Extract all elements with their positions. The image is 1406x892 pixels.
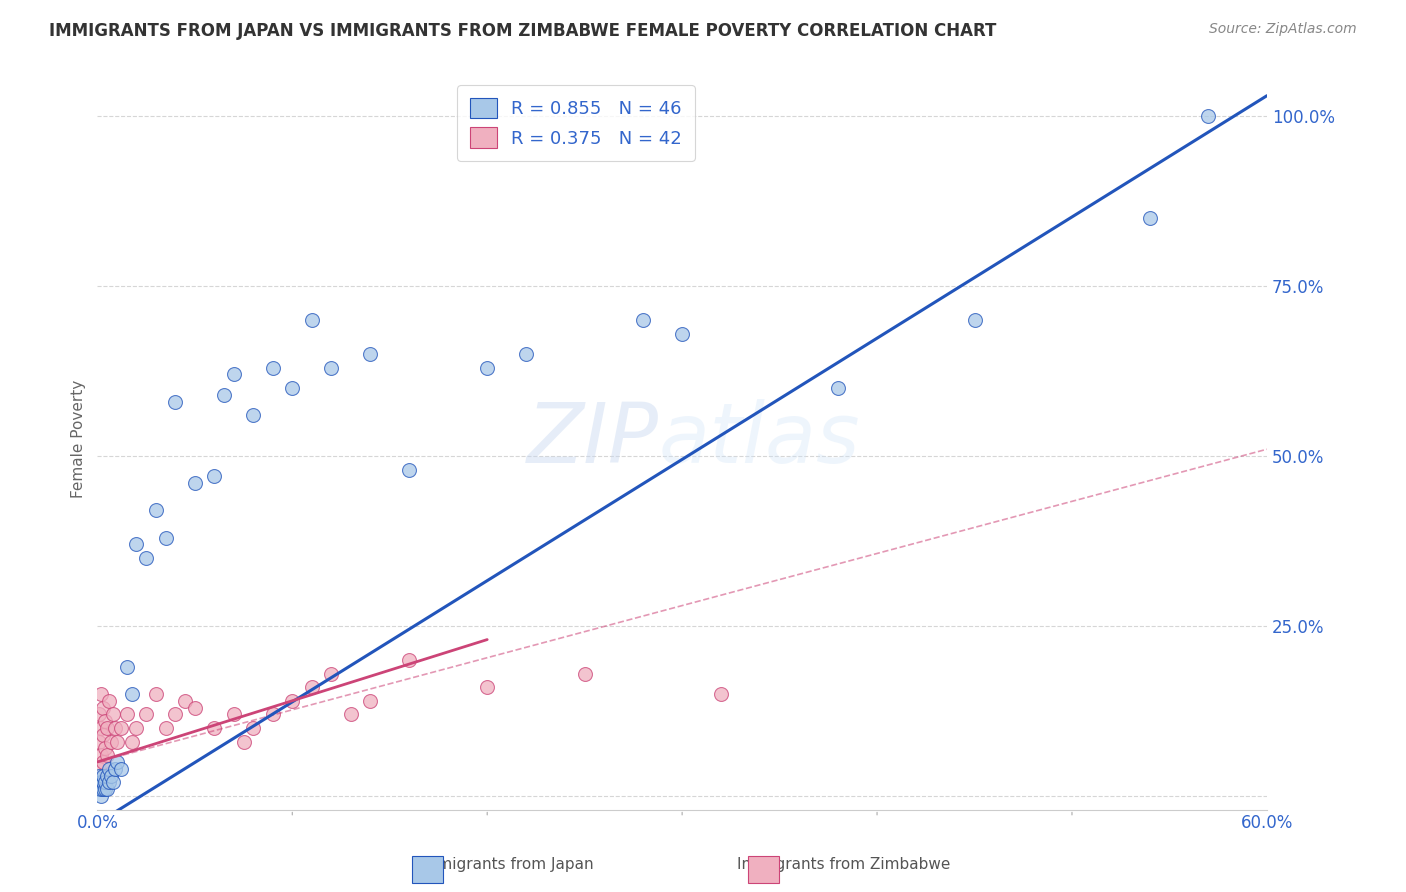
Point <box>96 768 118 782</box>
Point <box>174 694 197 708</box>
Point <box>89 768 111 782</box>
Point <box>262 707 284 722</box>
Point <box>281 381 304 395</box>
Point <box>115 660 138 674</box>
Point <box>710 687 733 701</box>
Point <box>222 368 245 382</box>
Point <box>89 775 111 789</box>
Point <box>101 707 124 722</box>
Point <box>184 476 207 491</box>
Point <box>281 694 304 708</box>
Point <box>90 748 112 763</box>
Point <box>963 313 986 327</box>
Point <box>232 734 254 748</box>
Point <box>155 531 177 545</box>
Point <box>212 388 235 402</box>
Point <box>242 721 264 735</box>
Point <box>115 707 138 722</box>
Point <box>90 775 112 789</box>
Point <box>301 313 323 327</box>
Point <box>135 551 157 566</box>
Point <box>104 721 127 735</box>
Legend: R = 0.855   N = 46, R = 0.375   N = 42: R = 0.855 N = 46, R = 0.375 N = 42 <box>457 85 695 161</box>
Point <box>165 707 187 722</box>
Point <box>90 789 112 803</box>
Point <box>100 768 122 782</box>
Point <box>125 721 148 735</box>
Point <box>184 700 207 714</box>
Point <box>145 503 167 517</box>
Point <box>222 707 245 722</box>
Y-axis label: Female Poverty: Female Poverty <box>72 380 86 498</box>
Point <box>477 360 499 375</box>
Point <box>91 755 114 769</box>
Point <box>574 666 596 681</box>
Point <box>101 775 124 789</box>
Point <box>155 721 177 735</box>
Point <box>91 768 114 782</box>
Point <box>359 694 381 708</box>
Point <box>110 762 132 776</box>
Point <box>135 707 157 722</box>
Point <box>94 714 117 728</box>
Point <box>96 721 118 735</box>
Point <box>104 762 127 776</box>
Point <box>515 347 537 361</box>
Point <box>631 313 654 327</box>
Text: ZIP: ZIP <box>527 399 659 480</box>
Point <box>91 728 114 742</box>
Point <box>145 687 167 701</box>
Point <box>359 347 381 361</box>
Point <box>398 653 420 667</box>
Point <box>121 734 143 748</box>
Point <box>262 360 284 375</box>
Point <box>477 680 499 694</box>
Point <box>90 782 112 797</box>
Point <box>91 700 114 714</box>
Point <box>242 409 264 423</box>
Text: Immigrants from Japan: Immigrants from Japan <box>419 857 593 872</box>
Text: Immigrants from Zimbabwe: Immigrants from Zimbabwe <box>737 857 950 872</box>
Point <box>91 782 114 797</box>
Point <box>202 469 225 483</box>
Text: IMMIGRANTS FROM JAPAN VS IMMIGRANTS FROM ZIMBABWE FEMALE POVERTY CORRELATION CHA: IMMIGRANTS FROM JAPAN VS IMMIGRANTS FROM… <box>49 22 997 40</box>
Point <box>89 762 111 776</box>
Point <box>94 741 117 756</box>
Point <box>321 666 343 681</box>
Point <box>202 721 225 735</box>
Point <box>105 734 128 748</box>
Point <box>321 360 343 375</box>
Text: Source: ZipAtlas.com: Source: ZipAtlas.com <box>1209 22 1357 37</box>
Point <box>110 721 132 735</box>
Point <box>89 734 111 748</box>
Point <box>98 694 121 708</box>
Point <box>90 687 112 701</box>
Point <box>301 680 323 694</box>
Point <box>89 782 111 797</box>
Point <box>827 381 849 395</box>
Point <box>100 734 122 748</box>
Point <box>398 462 420 476</box>
Point <box>105 755 128 769</box>
Point <box>96 782 118 797</box>
Point <box>125 537 148 551</box>
Point <box>1197 109 1219 123</box>
Point <box>89 707 111 722</box>
Point <box>96 748 118 763</box>
Point <box>91 775 114 789</box>
Point <box>1139 211 1161 225</box>
Point <box>339 707 361 722</box>
Point <box>165 394 187 409</box>
Point <box>98 775 121 789</box>
Point <box>94 782 117 797</box>
Point <box>671 326 693 341</box>
Point <box>94 775 117 789</box>
Text: atlas: atlas <box>659 399 860 480</box>
Point <box>121 687 143 701</box>
Point <box>98 762 121 776</box>
Point <box>90 721 112 735</box>
